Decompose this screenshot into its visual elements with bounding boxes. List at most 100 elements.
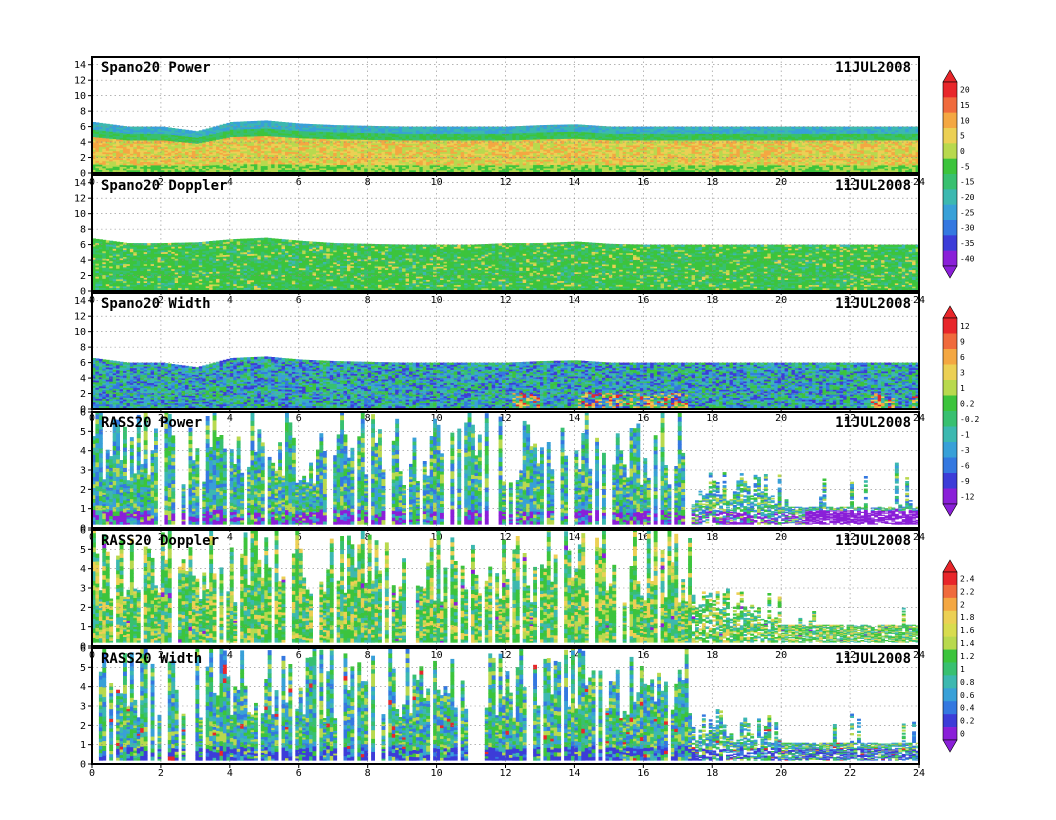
heatmap-cell [622,139,627,143]
heatmap-cell [271,145,276,148]
heatmap-cell [626,126,631,129]
heatmap-cell [577,128,582,131]
heatmap-cell [395,136,400,139]
heatmap-cell [288,137,293,140]
heatmap-cell [157,128,162,131]
heatmap-cell [529,135,534,138]
heatmap-cell [412,168,417,171]
heatmap-cell [446,134,451,138]
heatmap-cell [502,158,507,161]
heatmap-cell [612,154,617,158]
heatmap-cell [105,130,110,134]
heatmap-cell [374,147,379,151]
heatmap-cell [443,158,448,161]
heatmap-cell [436,136,441,139]
heatmap-cell [384,168,389,171]
heatmap-cell [422,139,427,143]
heatmap-cell [309,139,314,143]
heatmap-cell [643,134,648,138]
heatmap-cell [205,165,210,168]
heatmap-cell [126,161,131,164]
heatmap-cell [285,158,289,161]
heatmap-cell [247,130,252,133]
heatmap-cell [350,166,355,169]
heatmap-cell [191,133,196,136]
heatmap-cell [305,155,310,158]
heatmap-cell [422,144,427,148]
heatmap-cell [395,149,400,152]
heatmap-cell [157,148,162,151]
heatmap-cell [519,127,524,130]
heatmap-cell [636,164,641,167]
heatmap-cell [529,161,534,164]
heatmap-cell [250,158,255,161]
heatmap-cell [178,132,183,135]
heatmap-cell [588,161,593,164]
heatmap-cell [471,164,475,167]
heatmap-cell [333,162,338,165]
heatmap-cell [319,164,324,167]
heatmap-cell [391,129,396,132]
heatmap-cell [612,131,617,134]
heatmap-cell [243,152,248,156]
heatmap-cell [116,159,121,162]
heatmap-cell [626,131,631,134]
heatmap-cell [564,157,569,160]
heatmap-cell [474,153,479,156]
heatmap-cell [278,169,283,172]
heatmap-cell [670,159,675,162]
heatmap-cell [488,166,493,169]
heatmap-cell [236,165,241,169]
heatmap-cell [440,158,444,161]
heatmap-cell [364,129,369,132]
heatmap-cell [360,127,365,130]
heatmap-cell [557,141,562,145]
heatmap-cell [236,138,241,141]
heatmap-cell [198,154,203,157]
heatmap-cell [508,138,513,141]
heatmap-cell [147,164,152,167]
heatmap-cell [484,129,489,133]
heatmap-cell [247,167,252,170]
heatmap-cell [112,147,117,150]
heatmap-cell [374,157,379,161]
heatmap-cell [636,149,641,153]
heatmap-cell [653,139,658,143]
heatmap-cell [167,153,172,156]
heatmap-cell [123,164,127,167]
heatmap-cell [467,136,472,139]
heatmap-cell [240,149,245,152]
heatmap-cell [474,168,479,171]
heatmap-cell [271,132,276,135]
heatmap-cell [440,153,444,156]
heatmap-cell [205,155,210,158]
heatmap-cell [191,138,196,141]
heatmap-cell [595,149,600,152]
heatmap-cell [202,132,207,135]
heatmap-cell [147,148,152,151]
heatmap-cell [160,126,165,129]
heatmap-cell [491,159,496,162]
heatmap-cell [160,144,165,148]
heatmap-cell [250,141,255,144]
heatmap-cell [188,151,193,154]
heatmap-cell [701,156,706,159]
heatmap-cell [295,139,300,142]
heatmap-cell [329,126,334,129]
heatmap-cell [440,126,444,129]
heatmap-cell [264,167,269,170]
heatmap-cell [639,149,644,153]
heatmap-cell [160,146,165,149]
heatmap-cell [674,138,679,141]
heatmap-cell [515,147,520,151]
heatmap-cell [274,147,279,150]
heatmap-cell [236,143,241,147]
heatmap-cell [605,139,610,142]
heatmap-cell [419,151,424,154]
heatmap-cell [540,142,544,145]
heatmap-cell [491,133,496,136]
heatmap-cell [95,162,100,165]
heatmap-cell [491,154,496,158]
heatmap-cell [643,151,648,154]
heatmap-cell [288,138,293,142]
